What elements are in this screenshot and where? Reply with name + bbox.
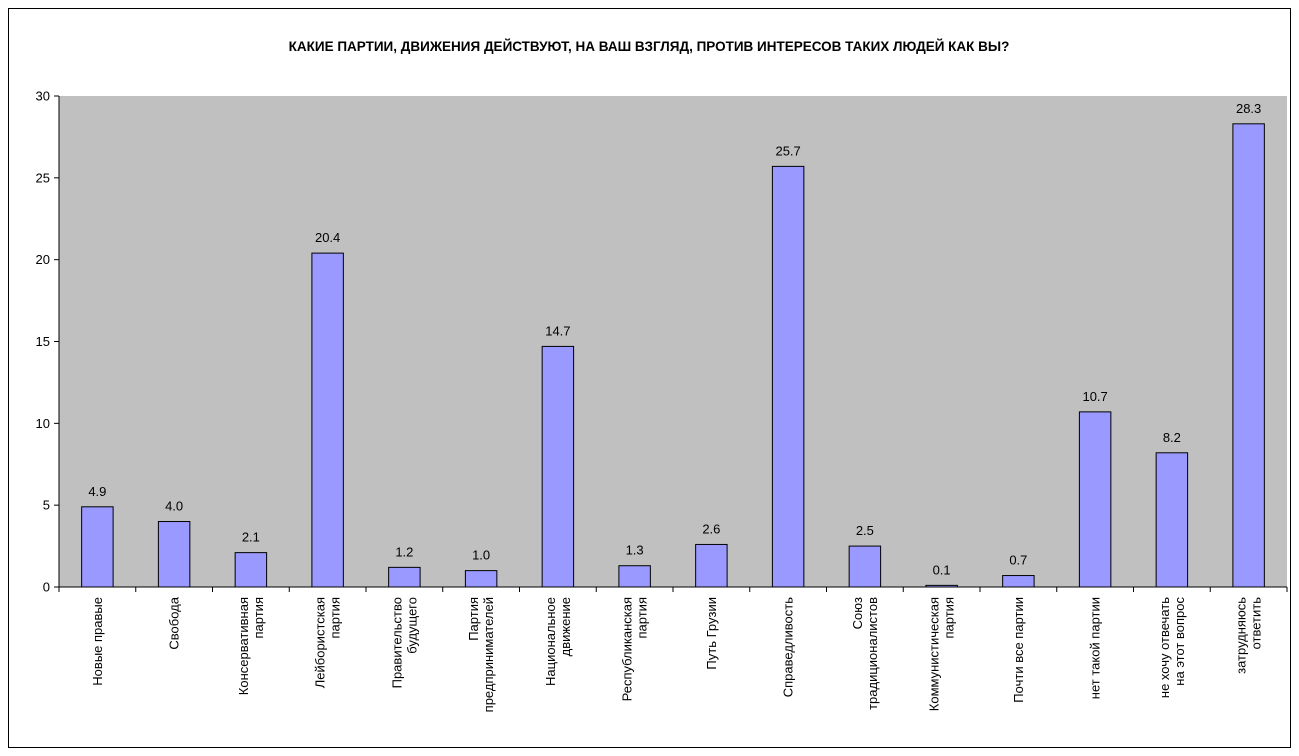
value-label: 28.3 [1236,101,1261,116]
bar [848,545,882,588]
bar [1232,123,1265,588]
category-label: Новые правые [90,597,105,686]
bar-chart: КАКИЕ ПАРТИИ, ДВИЖЕНИЯ ДЕЙСТВУЮТ, НА ВАШ… [36,39,1288,712]
y-tick-label: 25 [36,170,50,185]
value-label: 1.3 [626,543,644,558]
bar [925,584,958,588]
category-label: движение [558,597,573,656]
category-label: ответить [1249,597,1264,650]
bar [1078,411,1112,588]
y-tick-label: 15 [36,334,50,349]
value-label: 2.6 [702,521,720,536]
category-label: Правительство [389,597,404,688]
bar [541,345,575,588]
category-label: на этот вопрос [1172,597,1187,686]
category-label: Почти все партии [1011,597,1026,703]
value-label: 4.9 [88,484,106,499]
category-label: Партия [466,597,481,641]
category-label: нет такой партии [1088,597,1103,699]
category-label: Свобода [167,596,182,649]
value-label: 10.7 [1082,389,1107,404]
y-tick-label: 5 [43,498,50,513]
y-tick-label: 0 [43,580,50,595]
category-label: предпринимателей [481,597,496,712]
category-label: Путь Грузии [704,597,719,670]
y-tick-label: 20 [36,252,50,267]
bar [234,552,268,588]
bar [618,565,651,588]
chart-title: КАКИЕ ПАРТИИ, ДВИЖЕНИЯ ДЕЙСТВУЮТ, НА ВАШ… [289,39,1010,54]
category-label: Лейбористская [313,597,328,688]
value-label: 0.7 [1009,553,1027,568]
y-tick-label: 30 [36,89,50,104]
value-label: 8.2 [1163,430,1181,445]
category-label: традиционалистов [865,597,880,710]
bar [81,506,114,588]
category-label: затрудняюсь [1234,597,1249,674]
bar [311,252,344,588]
category-label: партия [942,597,957,638]
bars [81,123,1265,588]
category-label: будущего [404,597,419,654]
value-label: 1.0 [472,548,490,563]
category-label: Национальное [543,597,558,686]
category-label: Консервативная [236,597,251,695]
bar [464,570,498,588]
y-axis: 0 5 10 15 20 25 30 [36,89,60,595]
y-tick-label: 10 [36,416,50,431]
category-label: Справедливость [781,597,796,697]
bar [388,566,421,588]
bar [1002,575,1035,588]
value-labels: 4.9 4.0 2.1 20.4 1.2 1.0 14.7 1.3 2.6 25.7 2.5 0.1 0… [88,101,1261,578]
value-label: 14.7 [545,323,570,338]
category-label: Союз [850,597,865,629]
x-axis [58,586,1288,592]
category-label: партия [251,597,266,638]
chart-frame: КАКИЕ ПАРТИИ, ДВИЖЕНИЯ ДЕЙСТВУЮТ, НА ВАШ… [8,8,1291,748]
bar [157,521,191,588]
category-label: партия [635,597,650,638]
bar [695,543,728,588]
category-label: Республиканская [620,597,635,701]
category-label: не хочу отвечать [1157,597,1172,698]
value-label: 2.1 [242,530,260,545]
value-label: 25.7 [775,143,800,158]
bar [1155,452,1189,588]
value-label: 20.4 [315,230,340,245]
category-label: Коммунистическая [927,597,942,711]
category-labels: Новые правые Свобода Консервативная партия Л… [90,596,1264,712]
value-label: 4.0 [165,499,183,514]
value-label: 2.5 [856,523,874,538]
category-label: партия [328,597,343,638]
value-label: 0.1 [933,562,951,577]
value-label: 1.2 [395,544,413,559]
bar [771,165,805,588]
